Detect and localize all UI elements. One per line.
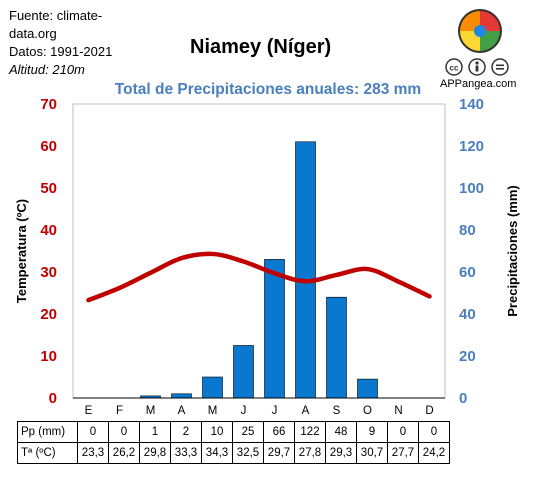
table-cell: 23,3 <box>77 442 109 464</box>
table-cell: 0 <box>108 421 140 443</box>
source-info: Fuente: climate- data.org Datos: 1991-20… <box>9 7 112 79</box>
precipitation-bar <box>326 296 347 399</box>
table-cell: 122 <box>294 421 326 443</box>
source-line: Fuente: climate- <box>9 8 103 23</box>
precipitation-bar <box>202 376 223 399</box>
y-left-tick-label: 10 <box>40 348 57 365</box>
table-cell: 34,3 <box>201 442 233 464</box>
month-label: O <box>363 405 372 417</box>
table-cell: 1 <box>139 421 171 443</box>
precipitation-bar <box>295 141 316 399</box>
y-left-tick-label: 70 <box>40 96 57 113</box>
dates-line: Datos: 1991-2021 <box>9 44 113 59</box>
table-cell: 10 <box>201 421 233 443</box>
svg-text:cc: cc <box>450 64 459 73</box>
table-cell: 0 <box>418 421 450 443</box>
y-right-tick-label: 60 <box>459 264 476 281</box>
y-right-tick-label: 100 <box>459 180 484 197</box>
table-cell: 30,7 <box>356 442 388 464</box>
table-cell: 48 <box>325 421 357 443</box>
table-row: Pp (mm) 0 0 1 2 10 25 66 122 48 9 0 0 <box>17 421 450 443</box>
table-row: Tª (ºC) 23,3 26,2 29,8 33,3 34,3 32,5 29… <box>17 442 450 464</box>
table-cell: 33,3 <box>170 442 202 464</box>
month-label: M <box>208 405 218 417</box>
y-axis-right-label: Precipitaciones (mm) <box>505 185 520 317</box>
month-label: S <box>333 405 341 417</box>
y-left-tick-label: 40 <box>40 222 57 239</box>
chart-subtitle: Total de Precipitaciones anuales: 283 mm <box>114 81 422 98</box>
y-left-tick-label: 20 <box>40 306 57 323</box>
chart-title: Niamey (Níger) <box>190 36 332 58</box>
table-cell: 2 <box>170 421 202 443</box>
table-cell: 29,7 <box>263 442 295 464</box>
month-label: A <box>178 405 186 417</box>
month-label: J <box>272 405 278 417</box>
table-cell: 29,8 <box>139 442 171 464</box>
precipitation-bar <box>264 259 285 399</box>
temperature-line <box>86 251 432 303</box>
site-name: APPangea.com <box>440 78 517 90</box>
table-cell: 26,2 <box>108 442 140 464</box>
row-label: Pp (mm) <box>17 421 78 443</box>
appangea-logo-icon <box>458 9 502 53</box>
table-cell: 25 <box>232 421 264 443</box>
precipitation-bar <box>233 345 254 399</box>
table-cell: 32,5 <box>232 442 264 464</box>
source-line: data.org <box>9 26 57 41</box>
table-cell: 0 <box>387 421 419 443</box>
month-label: M <box>146 405 156 417</box>
plot-area <box>72 103 446 399</box>
y-left-tick-label: 50 <box>40 180 57 197</box>
table-cell: 24,2 <box>418 442 450 464</box>
month-label: J <box>241 405 247 417</box>
y-right-tick-label: 40 <box>459 306 476 323</box>
climate-data-table: Pp (mm) 0 0 1 2 10 25 66 122 48 9 0 0 Tª… <box>17 421 450 464</box>
y-left-tick-label: 30 <box>40 264 57 281</box>
y-left-tick-label: 60 <box>40 138 57 155</box>
table-cell: 9 <box>356 421 388 443</box>
row-label: Tª (ºC) <box>17 442 78 464</box>
precipitation-bar <box>357 378 378 399</box>
month-label: F <box>116 405 123 417</box>
y-left-tick-label: 0 <box>49 390 57 407</box>
month-label: E <box>85 405 93 417</box>
y-right-tick-label: 20 <box>459 348 476 365</box>
altitude-line: Altitud: 210m <box>9 62 85 77</box>
table-cell: 27,8 <box>294 442 326 464</box>
y-right-tick-label: 140 <box>459 96 484 113</box>
table-cell: 0 <box>77 421 109 443</box>
precipitation-bar <box>171 393 192 399</box>
table-cell: 27,7 <box>387 442 419 464</box>
creative-commons-icon: cc <box>445 58 509 76</box>
y-right-tick-label: 80 <box>459 222 476 239</box>
y-right-tick-label: 0 <box>459 390 467 407</box>
y-right-tick-label: 120 <box>459 138 484 155</box>
month-label: A <box>302 405 310 417</box>
month-label: D <box>425 405 433 417</box>
table-cell: 66 <box>263 421 295 443</box>
y-axis-left-label: Temperatura (ºC) <box>14 199 29 303</box>
table-cell: 29,3 <box>325 442 357 464</box>
month-label: N <box>394 405 402 417</box>
